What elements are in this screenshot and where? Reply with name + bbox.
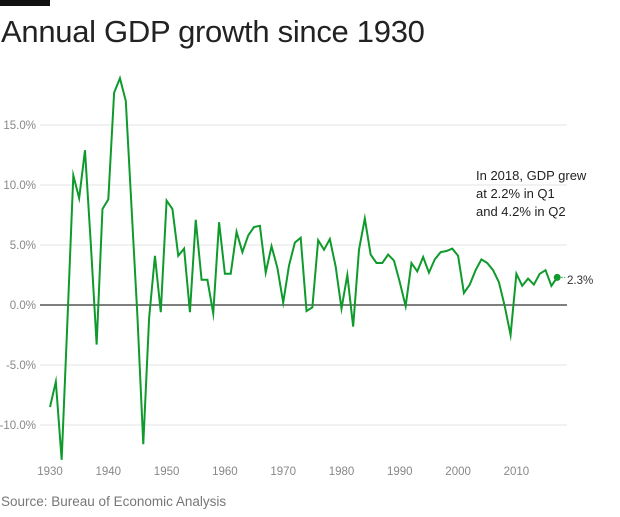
y-tick-label: -10.0%	[0, 420, 36, 432]
x-tick-label: 1960	[212, 466, 238, 478]
y-tick-label: 5.0%	[10, 240, 36, 252]
x-tick-label: 1990	[387, 466, 413, 478]
annotations: In 2018, GDP grew at 2.2% in Q1 and 4.2%…	[476, 168, 593, 287]
y-tick-label: 10.0%	[3, 180, 36, 192]
x-axis-ticks: 1930 1940 1950 1960 1970 1980 1990 2000 2010	[37, 466, 529, 478]
last-point-marker	[553, 273, 561, 281]
y-tick-label: 0.0%	[10, 300, 36, 312]
x-tick-label: 1970	[270, 466, 296, 478]
annotation-line-2: at 2.2% in Q1	[476, 186, 555, 201]
accent-bar	[0, 0, 50, 6]
gridlines	[40, 124, 567, 426]
x-tick-label: 1950	[154, 466, 180, 478]
x-tick-label: 1930	[37, 466, 63, 478]
annotation-line-1: In 2018, GDP grew	[476, 168, 587, 183]
y-tick-label: 15.0%	[3, 120, 36, 132]
x-tick-label: 1980	[329, 466, 355, 478]
y-axis-ticks: -10.0% -5.0% 0.0% 5.0% 10.0% 15.0%	[0, 120, 36, 432]
last-value-label: 2.3%	[567, 275, 593, 287]
x-tick-label: 2000	[445, 466, 471, 478]
source-note: Source: Bureau of Economic Analysis	[1, 494, 227, 509]
chart-title: Annual GDP growth since 1930	[1, 14, 425, 49]
x-tick-label: 1940	[96, 466, 122, 478]
series-layer	[49, 75, 561, 460]
series-line-gdp-growth	[49, 75, 559, 460]
x-tick-label: 2010	[504, 466, 530, 478]
y-tick-label: -5.0%	[6, 360, 36, 372]
annotation-line-3: and 4.2% in Q2	[476, 204, 566, 219]
